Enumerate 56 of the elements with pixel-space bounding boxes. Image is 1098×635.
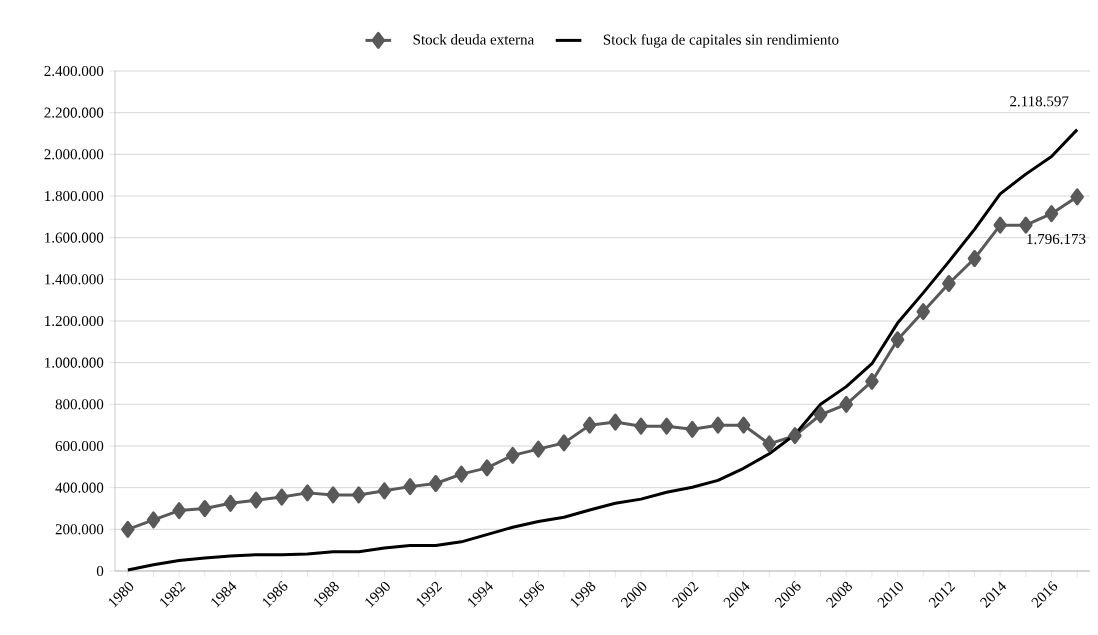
y-tick-label: 0: [96, 565, 104, 577]
point: [454, 465, 469, 483]
annotation: 1.796.173: [1027, 234, 1086, 245]
point: [967, 250, 982, 267]
point: [788, 427, 802, 445]
y-tick-label: 400.000: [55, 482, 104, 493]
point: [480, 459, 494, 477]
point: [198, 500, 212, 517]
point: [223, 494, 238, 512]
legend-label: Stock deuda externa: [413, 34, 535, 45]
y-tick-label: 2.000.000: [44, 149, 104, 160]
y-tick-label: 2.200.000: [44, 107, 104, 118]
y-tick-label: 200.000: [55, 524, 104, 535]
point: [146, 511, 161, 529]
point: [762, 435, 777, 453]
point: [1019, 216, 1033, 234]
point: [942, 275, 956, 292]
annotation: 2.118.597: [1010, 96, 1069, 107]
y-tick-label: 600.000: [55, 440, 104, 452]
y-tick-label: 1.000.000: [45, 357, 104, 368]
point: [890, 331, 905, 349]
point: [865, 372, 879, 390]
point: [608, 413, 623, 431]
point: [685, 420, 700, 438]
y-tick-label: 800.000: [55, 399, 104, 410]
point: [813, 406, 828, 424]
y-tick-label: 2.400.000: [44, 65, 104, 77]
point: [531, 440, 546, 458]
point: [1070, 188, 1084, 206]
point: [916, 303, 930, 321]
point: [711, 416, 725, 434]
point: [557, 434, 571, 452]
x-tick-label: 1982: [160, 581, 186, 608]
y-tick-label: 1.200.000: [45, 315, 104, 327]
point: [300, 484, 315, 502]
point: [736, 416, 751, 434]
point: [1044, 205, 1059, 223]
point: [582, 416, 597, 434]
legend-label: Stock fuga de capitales sin rendimiento: [603, 33, 839, 48]
point: [172, 502, 186, 520]
point: [659, 417, 674, 435]
point: [377, 482, 392, 500]
y-tick-label: 1.400.000: [45, 274, 104, 285]
point: [403, 478, 417, 496]
point: [428, 475, 443, 492]
point: [326, 486, 340, 504]
y-tick-label: 1.800.000: [45, 190, 104, 202]
point: [249, 491, 263, 509]
point: [505, 446, 520, 464]
point: [352, 486, 366, 504]
y-tick-label: 1.600.000: [45, 232, 104, 243]
point: [275, 488, 289, 506]
point: [121, 520, 135, 538]
point: [839, 395, 854, 413]
point: [634, 417, 648, 435]
point: [993, 216, 1007, 234]
